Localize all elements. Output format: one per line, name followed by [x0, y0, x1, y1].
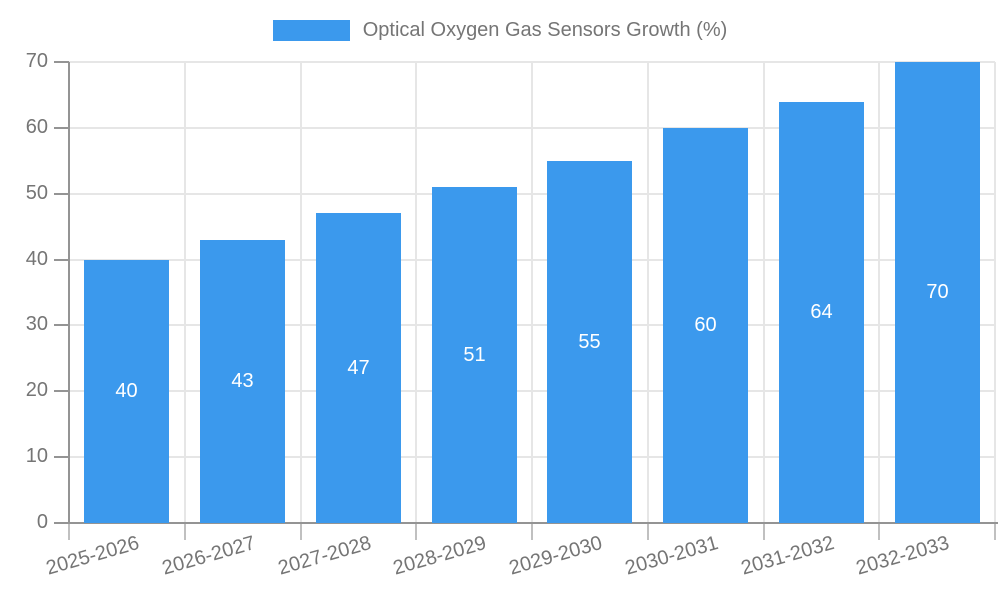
x-axis-tick — [68, 524, 70, 540]
x-axis-label: 2031-2032 — [738, 532, 837, 580]
v-gridline — [646, 62, 649, 523]
v-gridline — [531, 62, 533, 523]
bar-value-label: 47 — [347, 356, 370, 379]
x-axis-label: 2029-2030 — [506, 532, 605, 580]
x-axis-label: 2028-2029 — [391, 532, 490, 580]
x-axis-tick — [299, 524, 302, 540]
bar-2027-2028[interactable]: 47 — [316, 213, 401, 523]
bar-2031-2032[interactable]: 64 — [779, 102, 864, 523]
bar-value-label: 64 — [810, 301, 833, 323]
y-axis-tick — [54, 192, 69, 195]
v-gridline — [878, 62, 881, 523]
x-axis-label: 2030-2031 — [622, 532, 721, 580]
v-gridline — [415, 62, 418, 523]
y-axis-label: 30 — [25, 313, 48, 336]
x-axis-tick — [415, 524, 418, 540]
y-axis-tick — [54, 258, 69, 261]
v-gridline — [762, 62, 765, 523]
bar-2030-2031[interactable]: 60 — [663, 128, 748, 523]
x-axis-tick — [646, 524, 649, 540]
y-axis-tick — [54, 390, 69, 393]
bar-value-label: 55 — [578, 330, 601, 353]
bar-value-label: 70 — [926, 281, 949, 303]
v-gridline — [994, 62, 996, 523]
y-axis-label: 60 — [25, 115, 48, 138]
legend-swatch — [272, 20, 350, 41]
y-axis-label: 10 — [25, 445, 48, 468]
v-gridline — [299, 62, 302, 523]
x-axis-label: 2025-2026 — [43, 532, 142, 580]
x-axis-tick — [183, 524, 186, 540]
bar-2025-2026[interactable]: 40 — [84, 260, 169, 523]
v-gridline — [183, 62, 186, 523]
x-axis-label: 2032-2033 — [854, 532, 953, 580]
y-axis-label: 40 — [25, 247, 48, 270]
x-axis-tick — [531, 524, 533, 540]
y-axis-tick — [54, 324, 69, 327]
x-axis-tick — [994, 524, 996, 540]
legend-item[interactable]: Optical Oxygen Gas Sensors Growth (%) — [0, 19, 1000, 42]
x-axis-tick — [878, 524, 881, 540]
bar-2029-2030[interactable]: 55 — [547, 161, 632, 523]
y-axis-label: 0 — [36, 511, 48, 533]
bar-2026-2027[interactable]: 43 — [200, 240, 285, 523]
bar-value-label: 40 — [115, 380, 138, 402]
y-axis-tick — [54, 456, 69, 459]
y-axis-label: 50 — [25, 181, 48, 204]
legend-label: Optical Oxygen Gas Sensors Growth (%) — [362, 19, 728, 41]
y-axis-label: 70 — [25, 50, 48, 72]
bar-2032-2033[interactable]: 70 — [895, 62, 980, 523]
x-axis-label: 2027-2028 — [275, 532, 374, 580]
bar-2028-2029[interactable]: 51 — [432, 187, 517, 523]
x-axis-baseline — [54, 522, 998, 524]
y-axis-tick — [54, 126, 69, 129]
bar-value-label: 60 — [694, 314, 717, 336]
y-axis-line — [68, 62, 70, 524]
y-axis-label: 20 — [25, 379, 48, 402]
y-axis-tick — [54, 61, 69, 63]
x-axis-tick — [762, 524, 765, 540]
x-axis-label: 2026-2027 — [159, 532, 258, 580]
bar-value-label: 51 — [463, 343, 486, 366]
bar-value-label: 43 — [231, 370, 254, 392]
